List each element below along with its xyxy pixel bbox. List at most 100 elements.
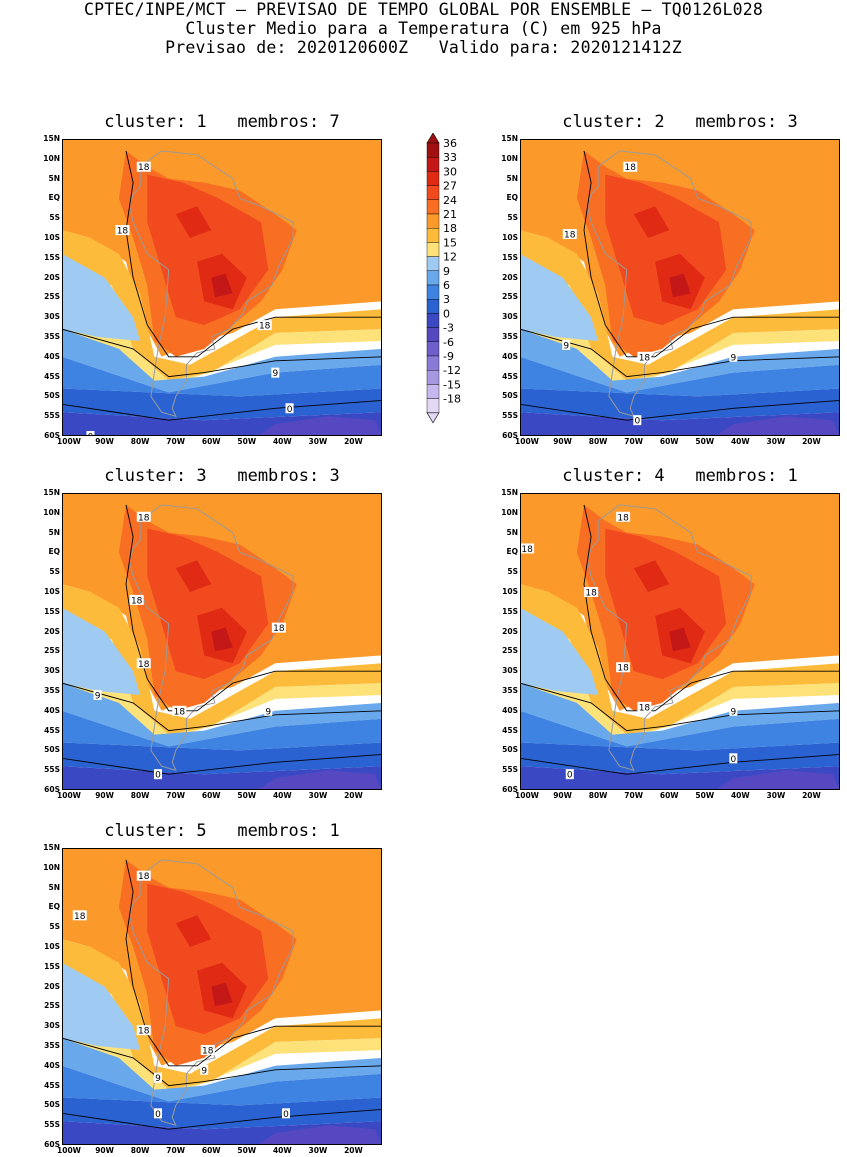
longitude-tick-label: 100W <box>57 437 81 446</box>
longitude-tick-label: 40W <box>272 1146 292 1155</box>
temperature-band <box>520 607 599 695</box>
longitude-tick-label: 20W <box>802 437 821 446</box>
longitude-tick-label: 30W <box>766 791 786 800</box>
latitude-tick-label: 15N <box>501 134 518 143</box>
latitude-tick-label: 55S <box>44 1120 60 1130</box>
longitude-tick-label: 80W <box>588 437 608 446</box>
temperature-band <box>257 416 382 436</box>
contour-label: 18 <box>129 594 144 606</box>
temperature-map: 18 18 18 9 0 0 <box>62 139 382 436</box>
colorbar-level-label: -12 <box>443 364 461 377</box>
latitude-tick-label: 25S <box>502 292 518 302</box>
longitude-tick-label: 50W <box>695 437 715 446</box>
contour-label: 18 <box>200 1044 215 1056</box>
contour-label: 18 <box>623 161 638 173</box>
contour-line <box>62 753 382 775</box>
latitude-tick-label: 10N <box>43 507 60 517</box>
panel-title: cluster: 5 membros: 1 <box>104 821 340 841</box>
colorbar-level-label: -15 <box>443 378 461 391</box>
panel-title: cluster: 1 membros: 7 <box>104 112 340 132</box>
contour-line <box>583 504 840 712</box>
latitude-tick-label: 30S <box>44 666 60 676</box>
svg-text:18: 18 <box>259 322 271 332</box>
temperature-band <box>633 560 670 592</box>
colorbar-level-label: 6 <box>443 279 450 292</box>
contour-label: 18 <box>271 622 286 634</box>
temperature-band <box>257 1125 382 1145</box>
longitude-tick-label: 90W <box>95 437 114 446</box>
temperature-band <box>62 962 141 1050</box>
temperature-band <box>520 742 840 775</box>
latitude-tick-label: 5N <box>48 527 61 537</box>
contour-label: 9 <box>93 689 102 701</box>
latitude-tick-label: 20S <box>502 272 518 282</box>
latitude-tick-label: 5S <box>507 213 518 223</box>
longitude-tick-label: 40W <box>272 437 292 446</box>
latitude-tick-label: 10N <box>501 153 518 163</box>
colorbar-segment <box>426 242 440 257</box>
latitude-tick-label: 5N <box>506 527 519 537</box>
longitude-tick-label: 60W <box>201 791 221 800</box>
latitude-tick-label: 30S <box>502 312 518 322</box>
colorbar-level-label: 18 <box>443 222 457 235</box>
latitude-tick-label: 10S <box>44 942 60 951</box>
longitude-tick-label: 90W <box>95 1146 114 1155</box>
header-dates-line: Previsao de: 2020120600Z Valido para: 20… <box>165 38 682 57</box>
svg-text:18: 18 <box>521 545 533 555</box>
contour-label: 9 <box>729 351 738 363</box>
colorbar-level-label: 21 <box>443 208 457 221</box>
latitude-tick-label: EQ <box>48 547 61 557</box>
svg-text:18: 18 <box>174 707 186 717</box>
latitude-tick-label: 15N <box>43 843 60 852</box>
latitude-tick-label: 15S <box>44 606 60 616</box>
latitude-tick-label: 15S <box>502 606 518 616</box>
latitude-tick-label: 20S <box>44 272 60 282</box>
latitude-tick-label: 60S <box>502 431 518 440</box>
temperature-map: 18 18 18 18 18 9 0 0 <box>520 493 840 790</box>
colorbar-level-label: -9 <box>443 350 454 363</box>
contour-label: 18 <box>257 320 272 332</box>
colorbar-segment <box>426 213 440 229</box>
svg-text:9: 9 <box>201 1066 207 1076</box>
temperature-band <box>62 1065 382 1106</box>
header-title-line: CPTEC/INPE/MCT — PREVISAO DE TEMPO GLOBA… <box>84 0 763 19</box>
temperature-band <box>62 329 382 393</box>
latitude-tick-label: 10S <box>502 587 518 596</box>
svg-text:0: 0 <box>567 771 573 781</box>
svg-text:18: 18 <box>138 1027 150 1037</box>
colorbar-segment <box>426 341 440 357</box>
latitude-tick-label: 10N <box>501 507 518 517</box>
contour-label: 18 <box>136 511 151 523</box>
longitude-tick-label: 60W <box>659 791 679 800</box>
latitude-tick-label: 30S <box>502 666 518 676</box>
longitude-tick-label: 50W <box>237 437 257 446</box>
contour-line <box>520 328 840 378</box>
colorbar-segment <box>426 171 440 186</box>
latitude-tick-label: 10N <box>43 862 60 872</box>
contour-line <box>583 150 840 358</box>
contour-line <box>62 1037 382 1087</box>
map-frame <box>520 493 840 790</box>
latitude-tick-label: 10S <box>44 233 60 242</box>
colorbar-segment <box>426 185 440 200</box>
contour-label: 0 <box>565 769 574 781</box>
contour-line <box>125 504 382 712</box>
contour-label: 0 <box>729 753 738 765</box>
temperature-band <box>62 742 382 775</box>
colorbar-level-label: 9 <box>443 265 450 278</box>
latitude-tick-label: 60S <box>502 785 518 794</box>
colorbar-segment <box>426 157 440 172</box>
latitude-tick-label: 20S <box>44 626 60 636</box>
longitude-tick-label: 60W <box>201 1146 221 1155</box>
temperature-band <box>520 710 840 751</box>
contour-line <box>125 150 382 358</box>
latitude-tick-label: 25S <box>44 646 60 656</box>
temperature-band <box>520 356 840 397</box>
panel-title: cluster: 3 membros: 3 <box>104 466 340 486</box>
colorbar-top-arrow <box>426 132 440 144</box>
contour-label: 18 <box>584 587 599 599</box>
latitude-tick-label: 5N <box>506 173 519 183</box>
panel-title: cluster: 4 membros: 1 <box>562 466 798 486</box>
temperature-band <box>520 388 840 421</box>
contour-label: 9 <box>562 339 571 351</box>
